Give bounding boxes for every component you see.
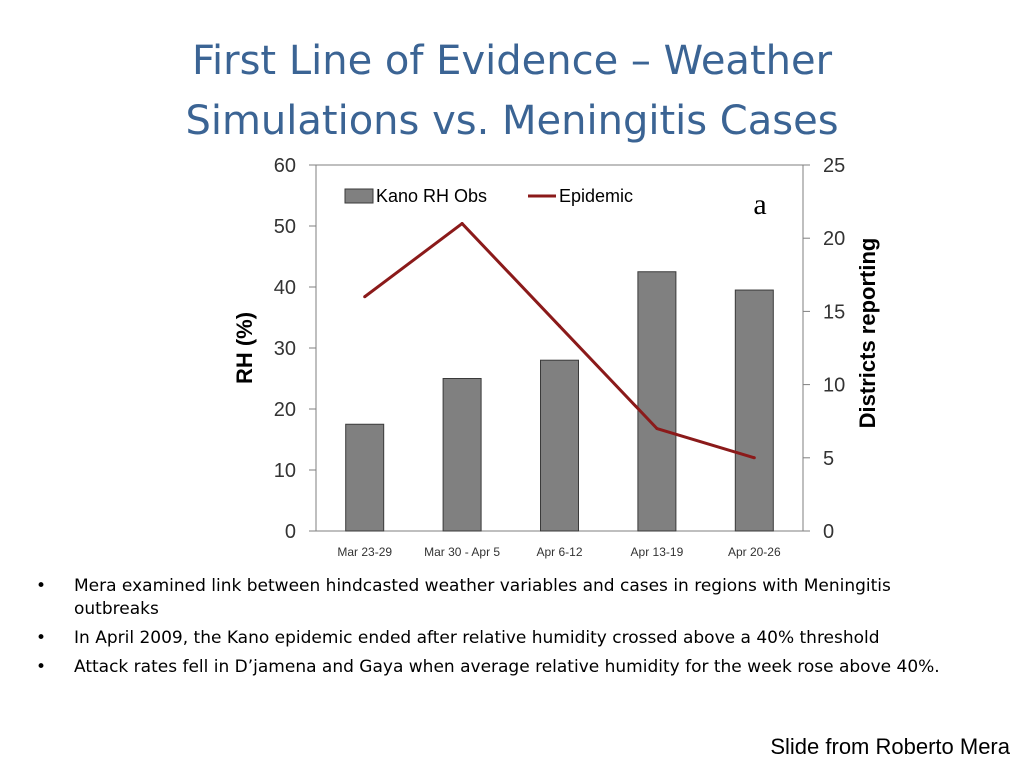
right-axis-tick-label: 15 bbox=[823, 301, 845, 323]
left-axis-tick-label: 0 bbox=[285, 521, 296, 543]
slide-credit: Slide from Roberto Mera bbox=[770, 734, 1010, 759]
left-axis-tick-label: 50 bbox=[274, 216, 296, 238]
epidemic-point bbox=[558, 324, 561, 328]
x-axis-category-label: Mar 23-29 bbox=[337, 545, 392, 559]
bullet-glyph: • bbox=[36, 657, 47, 677]
legend-bar-swatch bbox=[344, 188, 374, 204]
bullet-item: • Mera examined link between hindcasted w… bbox=[36, 575, 976, 621]
left-axis-tick-label: 40 bbox=[274, 277, 296, 299]
right-axis-tick-label: 20 bbox=[823, 228, 845, 250]
slide-title-line-2: Simulations vs. Meningitis Cases bbox=[185, 97, 839, 144]
left-axis-tick-label: 20 bbox=[274, 399, 296, 421]
epidemic-point bbox=[363, 295, 367, 299]
x-axis-category-label: Mar 30 - Apr 5 bbox=[424, 545, 500, 559]
legend-bar-label: Kano RH Obs bbox=[376, 186, 487, 206]
bullet-glyph: • bbox=[36, 628, 47, 648]
bullet-text: In April 2009, the Kano epidemic ended a… bbox=[74, 628, 880, 648]
right-axis-tick-label: 5 bbox=[823, 448, 834, 470]
x-axis-category-label: Apr 6-12 bbox=[536, 545, 582, 559]
left-axis-tick-label: 60 bbox=[274, 155, 296, 177]
bullet-glyph: • bbox=[36, 576, 47, 596]
right-axis-title: Districts reporting bbox=[855, 238, 880, 429]
rh-bar bbox=[734, 289, 774, 532]
slide-title: First Line of Evidence – Weather Simulat… bbox=[0, 31, 1024, 151]
legend-line-label: Epidemic bbox=[559, 186, 633, 206]
bullet-item: • Attack rates fell in D’jamena and Gaya … bbox=[36, 656, 976, 679]
epidemic-point bbox=[752, 456, 756, 460]
right-axis-tick-label: 0 bbox=[823, 521, 834, 543]
left-axis-tick-label: 10 bbox=[274, 460, 296, 482]
x-axis-category-label: Apr 13-19 bbox=[631, 545, 684, 559]
rh-bar bbox=[442, 378, 482, 532]
right-axis-tick-label: 25 bbox=[823, 155, 845, 177]
slide-title-line-1: First Line of Evidence – Weather bbox=[191, 37, 833, 84]
panel-annotation: a bbox=[753, 188, 766, 221]
epidemic-point bbox=[460, 222, 464, 226]
left-axis-tick-label: 30 bbox=[274, 338, 296, 360]
rh-vs-epidemic-chart: 0 10 20 30 40 50 60 0 5 10 15 20 25 Mar 23-29 Mar 30 -… bbox=[232, 155, 880, 559]
bullet-list: • Mera examined link between hindcasted w… bbox=[36, 575, 976, 685]
bullet-text: Attack rates fell in D’jamena and Gaya w… bbox=[74, 657, 940, 677]
right-axis-tick-label: 10 bbox=[823, 375, 845, 397]
rh-bar bbox=[540, 359, 579, 532]
x-axis-category-label: Apr 20-26 bbox=[728, 545, 781, 559]
left-axis-title: RH (%) bbox=[232, 312, 257, 384]
rh-bar bbox=[345, 423, 385, 532]
rh-bar bbox=[637, 271, 677, 532]
bullet-text: Mera examined link between hindcasted we… bbox=[74, 576, 891, 619]
epidemic-point bbox=[655, 427, 659, 431]
bullet-item: • In April 2009, the Kano epidemic ended … bbox=[36, 627, 976, 650]
